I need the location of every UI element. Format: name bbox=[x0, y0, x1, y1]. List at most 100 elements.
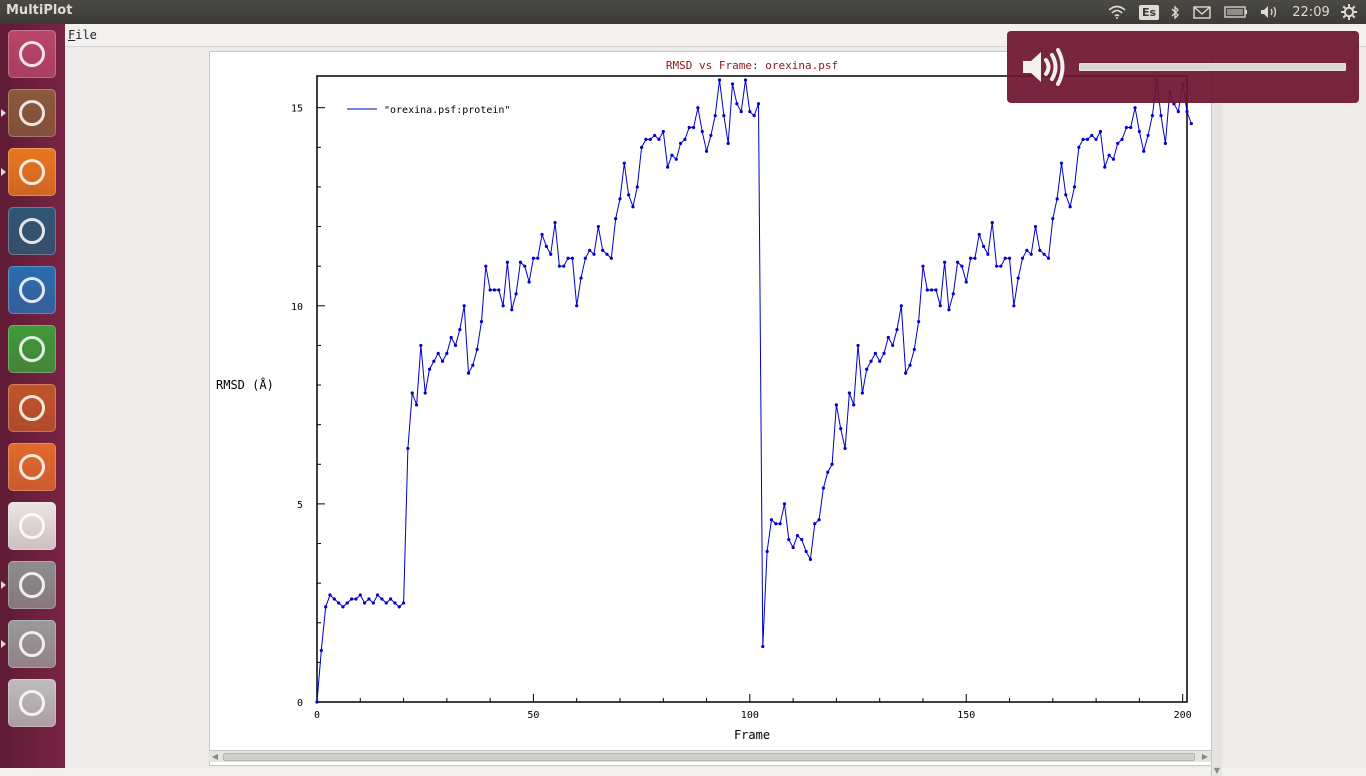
wifi-icon[interactable] bbox=[1106, 0, 1128, 24]
horizontal-scroll-thumb[interactable] bbox=[223, 753, 1195, 761]
data-point bbox=[1033, 224, 1038, 229]
data-point bbox=[1003, 256, 1007, 260]
data-point bbox=[436, 351, 440, 355]
launcher-item-system-tools-stack[interactable] bbox=[1, 559, 58, 611]
launcher-item-libreoffice-writer[interactable] bbox=[6, 264, 58, 316]
vertical-scrollbar[interactable]: ▼ bbox=[1211, 51, 1222, 776]
clock[interactable]: 22:09 bbox=[1289, 0, 1333, 24]
data-point bbox=[358, 593, 362, 597]
data-point bbox=[497, 288, 501, 292]
launcher-item-files[interactable] bbox=[1, 87, 58, 139]
help-question-icon bbox=[19, 631, 45, 657]
data-point bbox=[917, 320, 921, 324]
volume-icon[interactable] bbox=[1257, 0, 1283, 24]
launcher-item-amazon[interactable] bbox=[6, 500, 58, 552]
data-point bbox=[367, 597, 371, 601]
data-point bbox=[427, 367, 432, 371]
data-point bbox=[968, 256, 973, 260]
data-point bbox=[432, 359, 436, 363]
data-point bbox=[1176, 110, 1180, 114]
data-point bbox=[449, 335, 453, 340]
data-point bbox=[990, 220, 994, 225]
data-point bbox=[345, 601, 349, 605]
scroll-right-arrow-icon[interactable]: ▶ bbox=[1201, 752, 1209, 761]
data-point bbox=[700, 129, 704, 134]
data-point bbox=[891, 343, 895, 348]
data-point bbox=[1077, 145, 1081, 149]
data-point bbox=[973, 256, 977, 260]
data-point bbox=[873, 351, 877, 355]
data-point bbox=[839, 427, 843, 431]
data-point bbox=[787, 537, 791, 542]
data-point bbox=[618, 197, 622, 201]
launcher-item-libreoffice-calc[interactable] bbox=[6, 323, 58, 375]
data-point bbox=[601, 248, 605, 252]
data-point bbox=[813, 522, 817, 526]
data-point bbox=[994, 264, 999, 268]
horizontal-scrollbar[interactable]: ◀ ▶ bbox=[209, 750, 1211, 762]
workspace-stack-icon bbox=[19, 690, 45, 716]
data-point bbox=[471, 363, 475, 367]
data-point bbox=[1150, 114, 1154, 118]
battery-icon[interactable] bbox=[1222, 0, 1250, 24]
data-point bbox=[943, 260, 947, 264]
data-point bbox=[1189, 121, 1193, 126]
data-point bbox=[730, 82, 735, 86]
ubuntu-logo-icon bbox=[19, 41, 45, 67]
data-point bbox=[834, 403, 839, 407]
legend-label: "orexina.psf:protein" bbox=[384, 105, 510, 116]
data-point bbox=[869, 359, 873, 363]
data-point bbox=[583, 256, 587, 260]
data-point bbox=[960, 264, 964, 268]
data-point bbox=[899, 304, 903, 308]
keyboard-layout-indicator[interactable]: Es bbox=[1138, 0, 1160, 24]
settings-gear-icon[interactable] bbox=[1338, 0, 1360, 24]
data-point bbox=[527, 280, 531, 284]
data-point bbox=[324, 605, 328, 609]
data-point bbox=[1025, 248, 1029, 252]
menu-file-label: ile bbox=[75, 28, 97, 42]
data-point bbox=[1163, 141, 1167, 145]
menu-file[interactable]: File bbox=[68, 28, 97, 42]
data-point bbox=[882, 351, 886, 355]
data-point bbox=[1085, 137, 1090, 141]
data-point bbox=[955, 260, 960, 264]
data-point bbox=[1137, 129, 1141, 134]
x-tick-label: 150 bbox=[957, 710, 975, 721]
launcher-item-workspaces[interactable] bbox=[6, 677, 58, 729]
scroll-left-arrow-icon[interactable]: ◀ bbox=[211, 752, 219, 761]
terminal-stack-icon bbox=[19, 572, 45, 598]
data-point bbox=[406, 446, 410, 451]
x-tick-label: 0 bbox=[314, 710, 320, 721]
data-point bbox=[778, 522, 782, 526]
data-point bbox=[912, 347, 916, 351]
data-point bbox=[484, 264, 488, 268]
data-point bbox=[735, 102, 739, 106]
data-point bbox=[514, 292, 518, 296]
launcher-item-software-center[interactable] bbox=[6, 441, 58, 493]
data-point bbox=[1055, 197, 1059, 201]
data-point bbox=[553, 220, 557, 225]
calc-sheet-icon bbox=[19, 336, 45, 362]
data-point bbox=[592, 252, 596, 256]
launcher-item-firefox[interactable] bbox=[1, 146, 58, 198]
data-point bbox=[605, 252, 609, 256]
launcher-item-ubuntu-dash[interactable] bbox=[6, 28, 58, 80]
bluetooth-icon[interactable] bbox=[1167, 0, 1183, 24]
y-tick-label: 15 bbox=[291, 104, 303, 115]
data-point bbox=[1046, 256, 1051, 260]
data-point bbox=[501, 304, 505, 308]
writer-doc-icon bbox=[19, 277, 45, 303]
launcher-item-help[interactable] bbox=[1, 618, 58, 670]
data-point bbox=[800, 537, 804, 542]
top-panel: MultiPlot Es 22:09 bbox=[0, 0, 1366, 24]
mail-icon[interactable] bbox=[1190, 0, 1214, 24]
data-point bbox=[743, 78, 748, 82]
data-point bbox=[337, 601, 341, 605]
data-point bbox=[488, 288, 492, 292]
data-point bbox=[938, 304, 942, 308]
launcher-item-steam[interactable] bbox=[6, 205, 58, 257]
launcher-item-libreoffice-impress[interactable] bbox=[6, 382, 58, 434]
data-point bbox=[826, 470, 830, 474]
data-point bbox=[999, 264, 1003, 268]
